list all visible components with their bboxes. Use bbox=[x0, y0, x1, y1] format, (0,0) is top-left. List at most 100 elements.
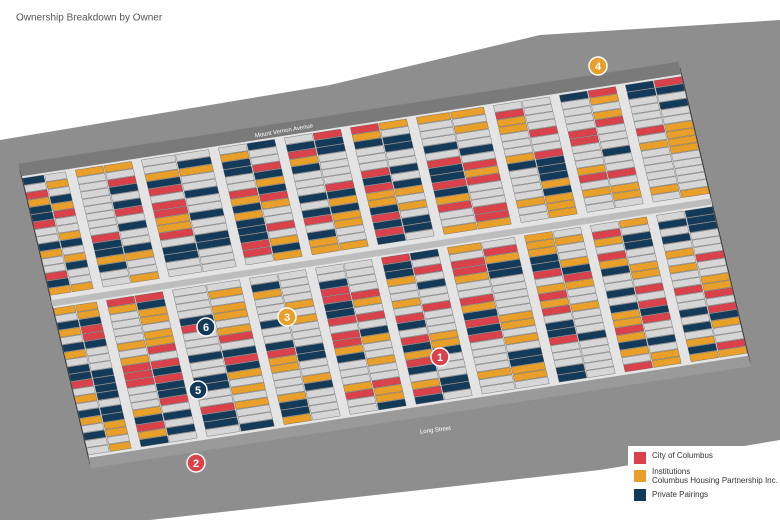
parcel bbox=[505, 340, 541, 353]
parcel bbox=[156, 220, 192, 234]
parcel bbox=[318, 278, 349, 290]
legend-label: Institutions bbox=[652, 467, 690, 476]
parcel bbox=[339, 366, 370, 378]
parcel bbox=[512, 181, 542, 194]
parcel bbox=[598, 130, 628, 142]
parcel bbox=[372, 218, 403, 231]
parcel bbox=[392, 177, 423, 189]
parcel bbox=[106, 434, 130, 445]
parcel bbox=[223, 165, 253, 178]
parcel bbox=[641, 312, 672, 324]
marker: 1 bbox=[430, 347, 450, 367]
parcel bbox=[126, 256, 157, 269]
parcel bbox=[547, 206, 578, 219]
parcel bbox=[650, 349, 680, 361]
parcel bbox=[256, 303, 286, 315]
parcel bbox=[46, 178, 70, 190]
parcel bbox=[56, 319, 80, 331]
marker: 2 bbox=[186, 453, 206, 473]
parcel bbox=[175, 149, 211, 162]
parcel bbox=[512, 369, 548, 382]
parcel bbox=[327, 315, 357, 327]
parcel bbox=[471, 195, 507, 208]
parcel bbox=[63, 252, 87, 263]
parcel bbox=[712, 324, 743, 336]
parcel bbox=[649, 183, 680, 195]
parcel bbox=[205, 424, 241, 437]
marker-label: 4 bbox=[595, 61, 602, 73]
parcel bbox=[404, 229, 435, 241]
parcel bbox=[425, 315, 456, 327]
parcel bbox=[180, 171, 216, 184]
parcel bbox=[164, 416, 195, 428]
parcel bbox=[32, 219, 56, 230]
parcel bbox=[107, 176, 137, 188]
parcel bbox=[98, 397, 122, 408]
parcel bbox=[605, 287, 636, 299]
parcel bbox=[345, 266, 376, 278]
parcel bbox=[163, 250, 199, 263]
parcel bbox=[211, 301, 247, 314]
parcel bbox=[336, 351, 366, 364]
parcel bbox=[525, 238, 556, 251]
parcel bbox=[689, 228, 720, 240]
parcel bbox=[647, 176, 678, 188]
parcel bbox=[639, 139, 669, 151]
parcel bbox=[376, 233, 406, 245]
parcel bbox=[120, 354, 150, 367]
parcel bbox=[272, 249, 303, 261]
parcel bbox=[157, 387, 188, 399]
parcel bbox=[471, 345, 507, 358]
parcel bbox=[235, 404, 272, 417]
parcel bbox=[350, 123, 380, 135]
parcel bbox=[571, 142, 601, 154]
parcel bbox=[128, 264, 158, 276]
parcel bbox=[86, 444, 110, 456]
parcel bbox=[230, 382, 266, 395]
parcel bbox=[556, 241, 586, 253]
parcel bbox=[557, 370, 587, 383]
parcel bbox=[368, 362, 398, 374]
parcel bbox=[184, 336, 220, 349]
parcel bbox=[279, 276, 310, 289]
parcel bbox=[464, 165, 500, 178]
parcel bbox=[500, 317, 536, 331]
parcel bbox=[669, 142, 700, 154]
parcel bbox=[240, 239, 271, 251]
parcel bbox=[637, 297, 668, 309]
parcel bbox=[43, 263, 67, 274]
parcel bbox=[442, 388, 473, 400]
parcel bbox=[242, 246, 273, 258]
parcel bbox=[578, 171, 608, 184]
parcel bbox=[560, 98, 591, 110]
parcel bbox=[593, 235, 624, 248]
parcel bbox=[448, 249, 484, 262]
parcel bbox=[619, 346, 650, 358]
parcel bbox=[109, 310, 140, 322]
parcel bbox=[122, 242, 153, 254]
parcel bbox=[421, 300, 452, 312]
parcel bbox=[679, 186, 710, 198]
parcel bbox=[427, 322, 457, 334]
parcel bbox=[611, 309, 641, 321]
parcel bbox=[153, 206, 189, 219]
parcel bbox=[114, 332, 145, 345]
parcel bbox=[546, 326, 577, 339]
parcel bbox=[206, 279, 242, 292]
parcel bbox=[394, 184, 425, 197]
parcel bbox=[395, 312, 425, 324]
parcel bbox=[630, 268, 661, 280]
parcel bbox=[529, 253, 559, 265]
parcel bbox=[128, 391, 159, 403]
parcel bbox=[282, 413, 312, 425]
parcel bbox=[500, 130, 530, 142]
parcel bbox=[60, 237, 84, 248]
parcel bbox=[189, 208, 225, 221]
parcel bbox=[684, 328, 714, 340]
parcel bbox=[397, 199, 428, 211]
parcel bbox=[369, 369, 400, 381]
parcel bbox=[320, 285, 350, 298]
parcel bbox=[548, 334, 579, 346]
parcel bbox=[185, 193, 221, 206]
parcel bbox=[633, 117, 664, 129]
